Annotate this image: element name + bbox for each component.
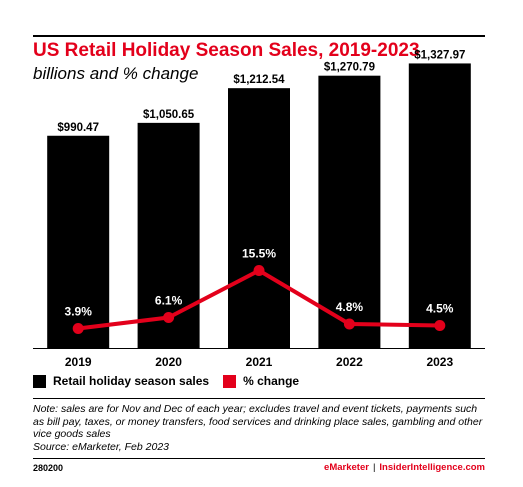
source-text: Source: eMarketer, Feb 2023 — [33, 440, 169, 453]
chart-id: 280200 — [33, 463, 64, 473]
point-label-2023: 4.5% — [426, 302, 454, 316]
chart-notes: Note: sales are for Nov and Dec of each … — [33, 403, 485, 453]
brand-insiderintelligence: InsiderIntelligence.com — [379, 462, 485, 473]
x-tick-2020: 2020 — [155, 355, 182, 369]
legend: Retail holiday season sales % change — [33, 374, 313, 388]
chart-subtitle: billions and % change — [33, 64, 199, 83]
legend-swatch-change — [223, 374, 237, 388]
top-rule — [33, 35, 485, 37]
bottom-rule — [33, 458, 485, 459]
point-2020 — [163, 312, 175, 323]
bar-2022 — [318, 75, 381, 348]
bar-2020 — [137, 122, 200, 348]
note-text: Note: sales are for Nov and Dec of each … — [33, 403, 483, 440]
bar-label-2023: $1,327.97 — [414, 49, 465, 61]
legend-item-change: % change — [223, 374, 299, 388]
bar-label-2021: $1,212.54 — [233, 74, 285, 86]
legend-item-sales: Retail holiday season sales — [33, 374, 209, 388]
legend-label-change: % change — [243, 374, 300, 388]
x-tick-2023: 2023 — [426, 355, 453, 369]
bar-2021 — [228, 88, 290, 349]
footer-brand: eMarketer | InsiderIntelligence.com — [324, 462, 485, 473]
bar-label-2019: $990.47 — [57, 122, 99, 134]
x-tick-2022: 2022 — [336, 355, 363, 369]
chart-title: US Retail Holiday Season Sales, 2019-202… — [33, 40, 420, 61]
point-2021 — [253, 265, 265, 276]
legend-label-sales: Retail holiday season sales — [53, 374, 210, 388]
x-tick-2021: 2021 — [246, 355, 273, 369]
point-2019 — [72, 323, 84, 334]
point-label-2019: 3.9% — [65, 305, 93, 319]
bar-label-2022: $1,270.79 — [324, 62, 375, 74]
point-label-2020: 6.1% — [155, 294, 183, 308]
point-label-2022: 4.8% — [336, 300, 364, 314]
x-tick-2019: 2019 — [65, 355, 92, 369]
point-label-2021: 15.5% — [242, 247, 276, 261]
bar-2019 — [47, 135, 110, 348]
point-2022 — [343, 318, 355, 330]
legend-swatch-sales — [33, 374, 46, 388]
note-rule — [33, 398, 485, 399]
brand-separator: | — [372, 462, 376, 473]
point-2023 — [434, 320, 446, 331]
brand-emarketer: eMarketer — [324, 462, 369, 473]
bar-2023 — [408, 63, 471, 349]
bar-label-2020: $1,050.65 — [143, 109, 195, 121]
